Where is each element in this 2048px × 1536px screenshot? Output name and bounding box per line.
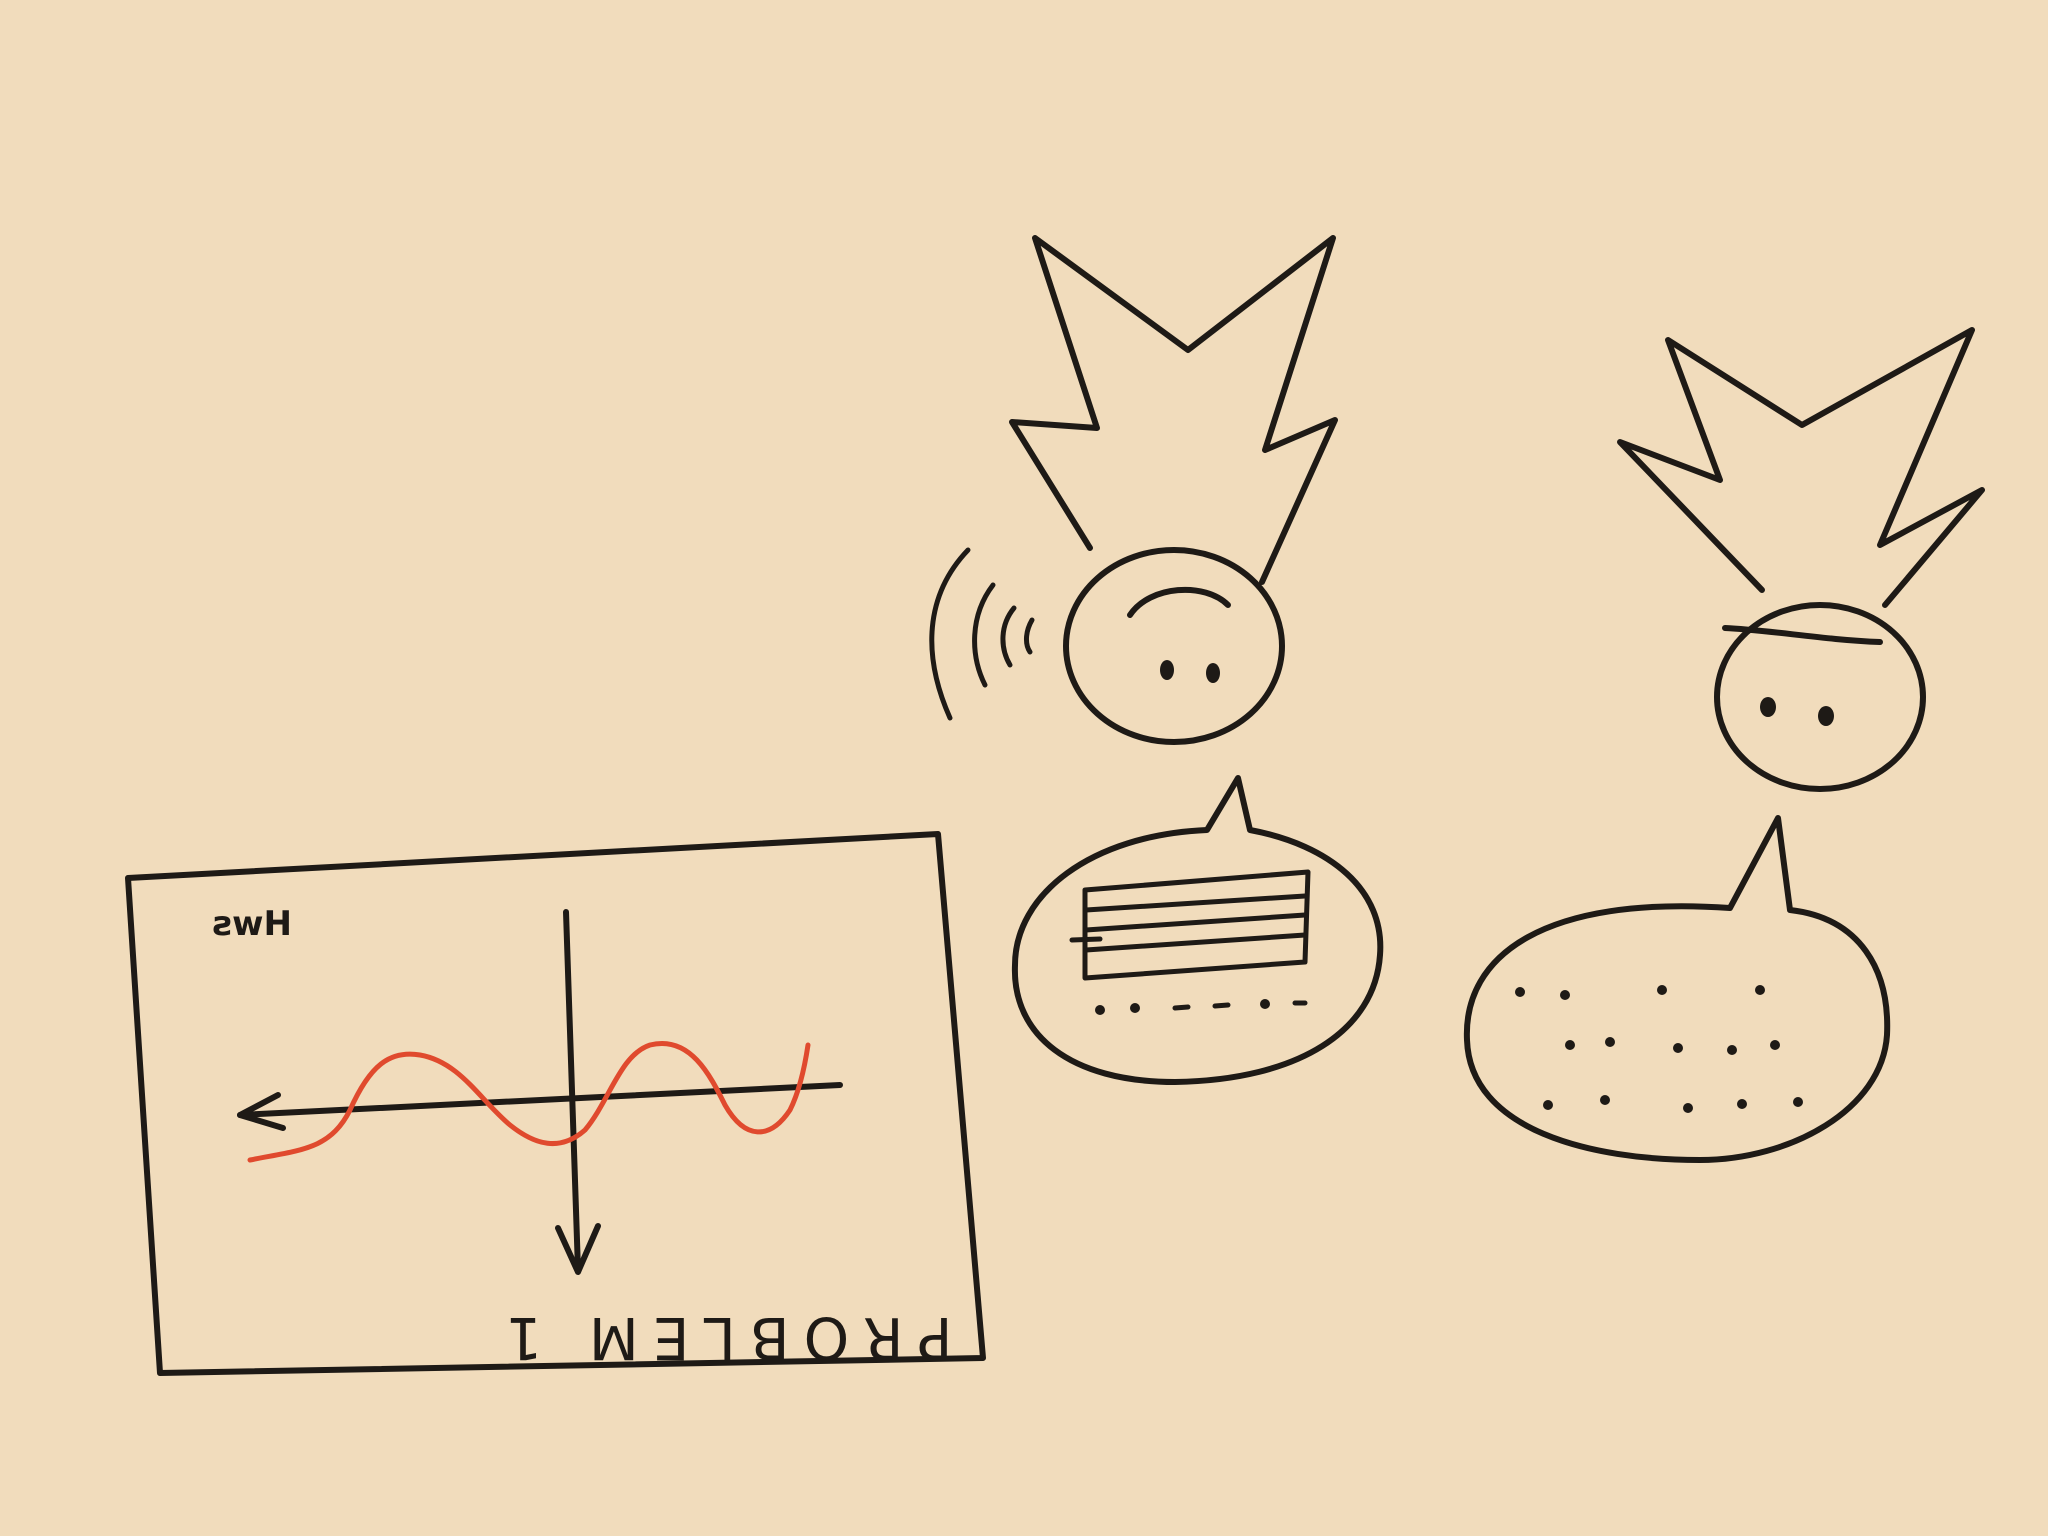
speaker-figure [929,235,1384,1085]
spiky-hair-icon [1617,327,1985,608]
speaker-bubble-dots [1095,999,1308,1015]
listener-bubble-outline [1463,815,1891,1163]
speaker-eye-right [1206,663,1220,683]
speaker-face [1063,547,1285,745]
listener-bubble-dots [1515,985,1803,1113]
listener-eye-right [1818,706,1834,726]
sound-waves-icon [929,547,1035,721]
vertical-axis-arrowhead-icon [555,1223,601,1275]
speech-bubble-with-dots-icon [1463,815,1891,1163]
speaker-bubble-outline [1011,775,1384,1085]
horizontal-axis-arrowhead-icon [237,1092,286,1131]
wave-curve [247,1040,811,1163]
card-caption: PROBLEM 1 [491,1304,952,1372]
speaker-head [1063,547,1285,745]
speaker-eye-left [1160,660,1174,680]
flat-brow [1722,625,1883,645]
vertical-axis [563,909,581,1273]
listener-figure [1463,327,1985,1163]
listener-eye-left [1760,697,1776,717]
listener-head [1714,602,1926,792]
frown-brow [1127,586,1231,618]
horizontal-axis [237,1082,843,1118]
card-border [125,831,986,1376]
speech-bubble-with-text-lines-icon [1011,775,1384,1085]
spiky-hair-icon [1009,235,1338,585]
problem-sketch-card: Hws PROBLEM 1 [125,831,986,1376]
listener-face [1714,602,1926,792]
card-corner-label: Hws [212,904,292,944]
